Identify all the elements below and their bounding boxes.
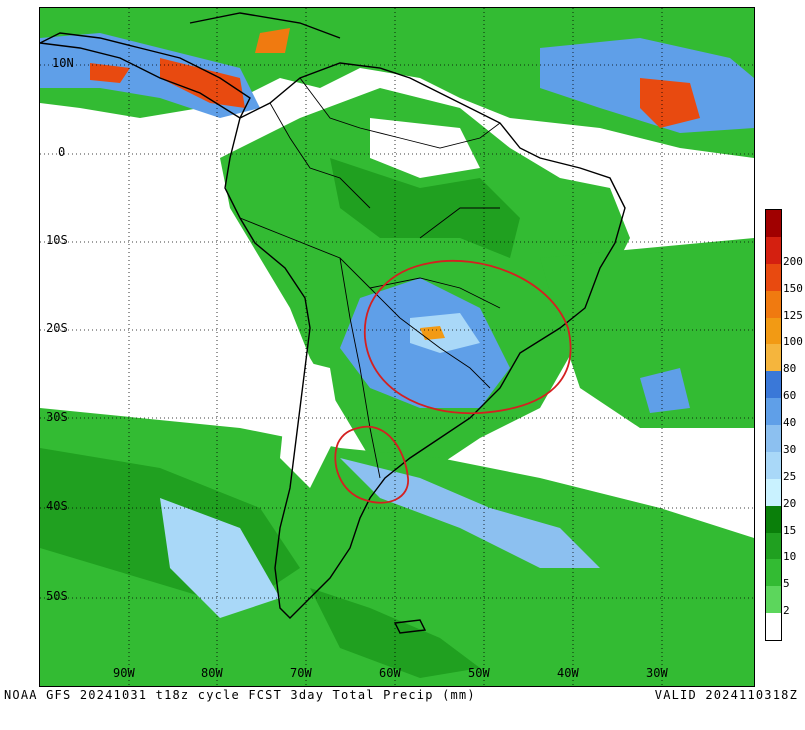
lat-label: 40S (46, 499, 68, 513)
colorbar-segment (766, 263, 781, 291)
colorbar-segment (766, 210, 781, 237)
colorbar-tick-label: 40 (783, 416, 797, 429)
graticule-layer (40, 8, 754, 686)
colorbar-tick-label: 25 (783, 469, 797, 483)
precip-colorbar (765, 209, 782, 641)
south-america-coastline (224, 62, 626, 619)
colorbar-tick-label: 80 (783, 362, 797, 376)
colorbar-tick-label: 200 (783, 254, 803, 268)
lat-label: 10N (52, 56, 74, 70)
caribbean-coastline (189, 12, 341, 39)
colorbar-segment (766, 398, 781, 425)
falklands (393, 619, 427, 634)
footer: NOAA GFS 20241031 t18z cycle FCST 3day T… (4, 688, 804, 706)
colorbar-segment (766, 559, 781, 587)
colorbar-segment (766, 505, 781, 533)
colorbar-tick-label: 10 (783, 550, 797, 564)
colorbar-tick-label: 30 (783, 442, 797, 456)
colorbar-tick-label: 15 (783, 523, 797, 537)
colorbar-tick-label: 5 (783, 577, 790, 591)
highlight-circles (334, 259, 572, 504)
colorbar-tick-label: 2 (783, 604, 790, 618)
footer-title: NOAA GFS 20241031 t18z cycle FCST 3day T… (4, 688, 476, 702)
lat-label: 30S (46, 410, 68, 424)
colorbar-segment (766, 478, 781, 506)
precipitation-map (39, 7, 755, 687)
colorbar-segment (766, 451, 781, 479)
lon-label: 30W (646, 666, 668, 680)
lat-label: 50S (46, 589, 68, 603)
highlight-circle-pampas (334, 425, 409, 504)
lon-label: 50W (468, 666, 490, 680)
colorbar-segment (766, 425, 781, 452)
lon-label: 70W (290, 666, 312, 680)
lon-label: 80W (201, 666, 223, 680)
colorbar-segment (766, 371, 781, 399)
central-america-coastline (40, 32, 251, 120)
colorbar-segment (766, 290, 781, 318)
coastline-layer (40, 12, 626, 634)
lon-label: 90W (113, 666, 135, 680)
colorbar-segment (766, 236, 781, 264)
lon-label: 60W (379, 666, 401, 680)
precip-field-layer (40, 8, 754, 686)
lon-label: 40W (557, 666, 579, 680)
colorbar-segment (766, 317, 781, 345)
colorbar-segment (766, 532, 781, 560)
colorbar-tick-label: 20 (783, 496, 797, 510)
country-borders-layer (239, 77, 501, 479)
colorbar-segment (766, 613, 781, 640)
colorbar-tick-label: 100 (783, 335, 803, 349)
lat-label: 0 (58, 145, 66, 159)
colorbar-segment (766, 344, 781, 372)
lat-label: 10S (46, 233, 68, 247)
lat-label: 20S (46, 321, 68, 335)
colorbar-segment (766, 586, 781, 614)
colorbar-tick-label: 60 (783, 389, 797, 403)
colorbar-tick-label: 125 (783, 308, 803, 322)
footer-valid-time: VALID 2024110318Z (654, 688, 798, 702)
map-canvas (40, 8, 754, 686)
highlight-circle-paraguay (364, 259, 572, 415)
colorbar-tick-label: 150 (783, 281, 803, 295)
